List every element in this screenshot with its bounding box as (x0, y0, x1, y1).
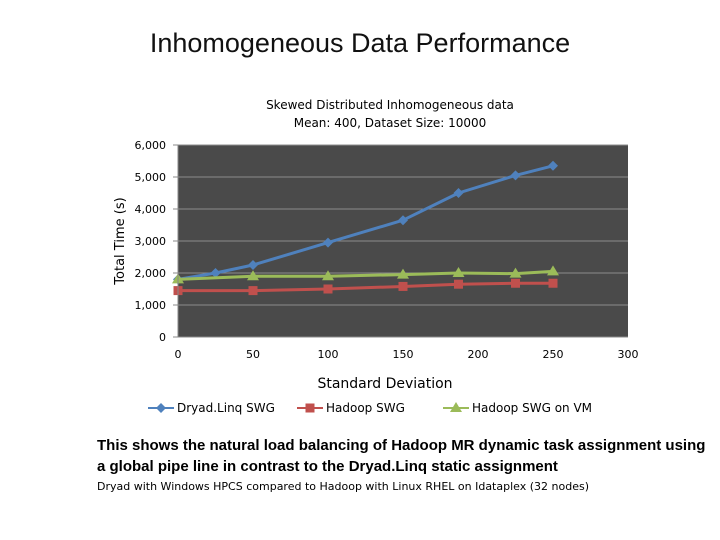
x-tick-label: 0 (175, 348, 182, 361)
data-point-square (305, 403, 315, 413)
data-point-diamond (548, 160, 558, 171)
data-point-triangle (547, 265, 559, 276)
data-point-diamond (453, 188, 464, 198)
footnote: Dryad with Windows HPCS compared to Hado… (97, 480, 589, 493)
x-tick-label: 150 (393, 348, 414, 361)
chart-legend: Dryad.Linq SWG Hadoop SWG Hadoop SWG on VM (0, 401, 720, 421)
y-tick-label: 3,000 (135, 235, 167, 248)
caption: This shows the natural load balancing of… (97, 437, 706, 475)
y-tick-label: 4,000 (135, 203, 167, 216)
legend-square-icon (297, 403, 323, 413)
data-point-triangle (450, 402, 462, 412)
x-axis-label: Standard Deviation (317, 376, 452, 392)
series-line (177, 164, 554, 281)
data-point-diamond (248, 260, 258, 270)
data-point-diamond (510, 170, 521, 181)
chart-title: Skewed Distributed Inhomogeneous data (266, 98, 514, 112)
data-point-square (454, 279, 463, 289)
x-tick-label: 300 (618, 348, 639, 361)
data-point-square (323, 284, 333, 294)
y-tick-label: 5,000 (135, 171, 167, 184)
legend-label: Hadoop SWG (326, 401, 405, 415)
x-tick-label: 200 (468, 348, 489, 361)
series-3 (172, 265, 559, 284)
data-point-triangle (247, 270, 259, 281)
x-tick-label: 100 (318, 348, 339, 361)
legend-item: Dryad.Linq SWG (148, 401, 275, 415)
data-point-triangle (322, 270, 334, 281)
slide-title: Inhomogeneous Data Performance (149, 28, 571, 58)
y-tick-label: 6,000 (135, 139, 167, 152)
series-layer (172, 160, 559, 296)
legend-item: Hadoop SWG (297, 401, 405, 415)
data-point-triangle (452, 267, 465, 277)
legend-item: Hadoop SWG on VM (443, 401, 592, 415)
x-tick-label: 50 (246, 348, 260, 361)
data-point-diamond (156, 403, 166, 413)
y-axis-label: Total Time (s) (113, 197, 128, 285)
legend-triangle-icon (443, 402, 469, 412)
y-tick-label: 1,000 (135, 299, 167, 312)
chart-title-block: Skewed Distributed Inhomogeneous data Me… (240, 96, 540, 132)
data-point-diamond (323, 237, 333, 248)
legend-label: Hadoop SWG on VM (472, 401, 593, 415)
x-tick-label: 250 (543, 348, 564, 361)
y-tick-label: 2,000 (135, 267, 167, 280)
data-point-diamond (398, 215, 408, 226)
data-point-square (398, 281, 408, 291)
legend-label: Dryad.Linq SWG (177, 401, 275, 415)
data-point-triangle (509, 267, 522, 278)
data-point-diamond (210, 268, 221, 278)
data-point-square (511, 278, 520, 288)
data-point-square (248, 286, 258, 296)
chart-subtitle: Mean: 400, Dataset Size: 10000 (293, 116, 487, 130)
data-point-square (548, 278, 558, 288)
y-tick-label: 0 (159, 331, 166, 344)
legend-diamond-icon (148, 403, 174, 413)
axes: 0 1,000 2,000 3,000 4,000 5,000 6,000 0 50 100 150… (135, 139, 639, 361)
data-point-triangle (397, 268, 409, 279)
line-chart: 0 1,000 2,000 3,000 4,000 5,000 6,000 0 50 100 150… (113, 139, 639, 392)
